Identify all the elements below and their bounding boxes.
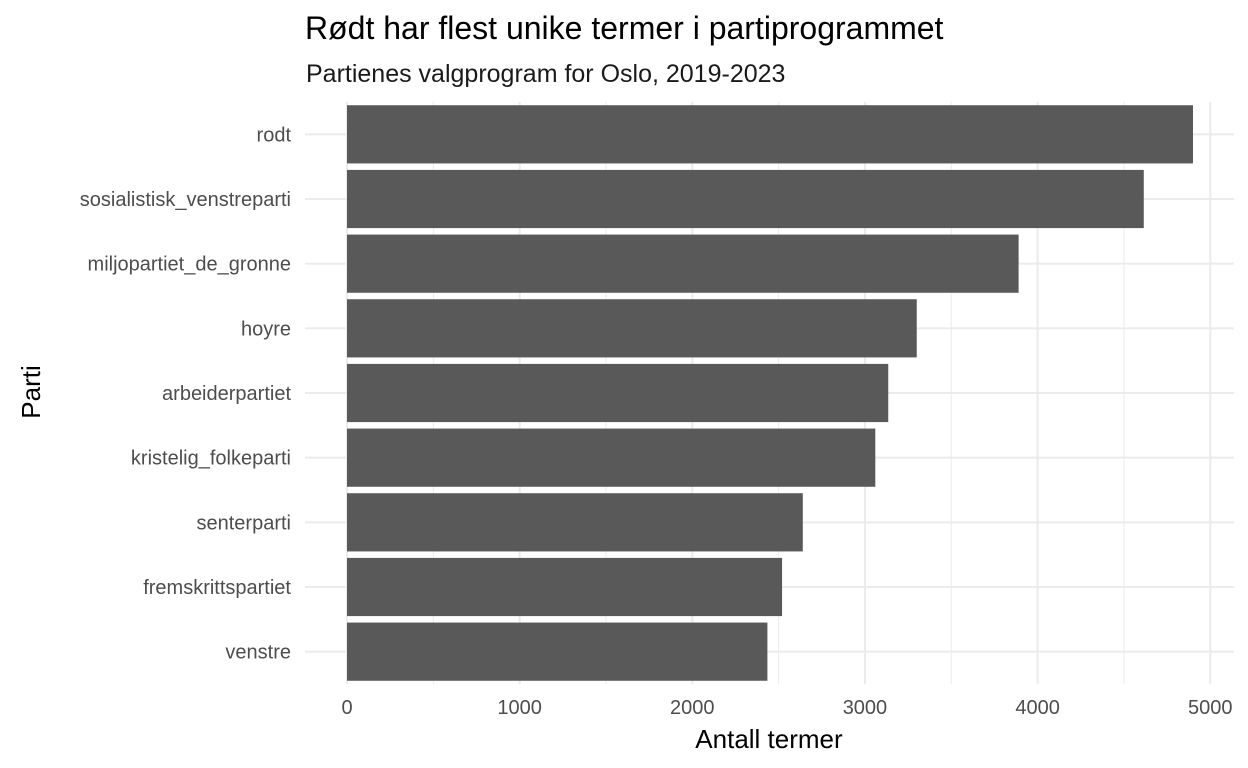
x-tick-labels: 0 1000 2000 3000 4000 5000 (341, 697, 1232, 719)
x-tick-label: 0 (341, 697, 352, 719)
y-tick-label: fremskrittspartiet (143, 577, 291, 599)
y-tick-label: venstre (225, 642, 291, 664)
y-tick-label: rodt (257, 124, 292, 146)
y-tick-label: sosialistisk_venstreparti (80, 189, 291, 211)
y-axis-title: Parti (16, 365, 46, 418)
bar-hoyre (347, 299, 917, 358)
x-tick-label: 1000 (497, 697, 542, 719)
y-tick-label: miljopartiet_de_gronne (88, 254, 291, 276)
bar-sosialistisk_venstreparti (347, 169, 1144, 229)
chart-subtitle: Partienes valgprogram for Oslo, 2019-202… (306, 60, 786, 88)
bars (347, 105, 1193, 681)
bar-rodt (347, 105, 1193, 164)
x-axis-title: Antall termer (695, 724, 843, 754)
y-tick-label: senterparti (197, 512, 292, 534)
x-tick-label: 4000 (1015, 697, 1060, 719)
bar-senterparti (347, 493, 803, 552)
x-tick-label: 5000 (1188, 697, 1233, 719)
chart-title: Rødt har flest unike termer i partiprogr… (305, 10, 944, 46)
bar-kristelig_folkeparti (347, 428, 876, 487)
x-tick-label: 2000 (670, 697, 715, 719)
bar-venstre (347, 622, 768, 681)
y-tick-label: arbeiderpartiet (162, 383, 291, 405)
bar-fremskrittspartiet (347, 557, 783, 617)
x-tick-label: 3000 (843, 697, 888, 719)
bar-miljopartiet_de_gronne (347, 234, 1019, 293)
bar-arbeiderpartiet (347, 363, 889, 423)
y-tick-label: kristelig_folkeparti (131, 448, 291, 470)
y-tick-label: hoyre (241, 318, 291, 340)
y-tick-labels: rodt sosialistisk_venstreparti miljopartie… (80, 124, 292, 663)
